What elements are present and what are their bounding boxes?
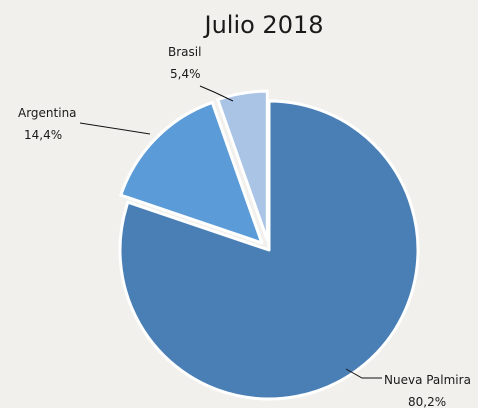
leader-line <box>345 368 382 379</box>
slice-labels: Nueva Palmira 80,2% Argentina 14,4% Brasil 5,… <box>18 45 471 408</box>
slice-label-value: 80,2% <box>408 395 446 408</box>
pie-slice-nueva-palmira <box>118 99 420 401</box>
pie-slice-brasil <box>216 89 269 242</box>
leader-line <box>199 85 234 102</box>
slice-label-value: 5,4% <box>170 67 201 81</box>
leader-line <box>79 122 151 135</box>
slice-label-value: 14,4% <box>24 128 62 142</box>
slice-label-name: Nueva Palmira <box>384 373 471 387</box>
pie-slice-argentina <box>119 100 264 245</box>
slice-label-name: Argentina <box>18 106 77 120</box>
pie-slices <box>118 89 420 401</box>
chart-title: Julio 2018 <box>202 11 323 39</box>
slice-label-name: Brasil <box>168 45 201 59</box>
